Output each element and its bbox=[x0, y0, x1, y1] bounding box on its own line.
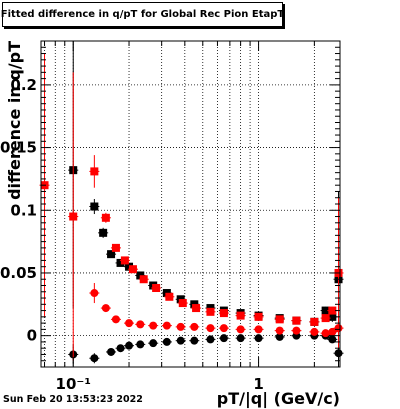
data-point-circle bbox=[236, 334, 245, 343]
data-point-square bbox=[206, 307, 215, 316]
series-2 bbox=[39, 53, 344, 361]
data-point-circle bbox=[125, 319, 134, 328]
data-point-square bbox=[69, 212, 78, 221]
data-point-circle bbox=[219, 334, 228, 343]
data-point-circle bbox=[111, 315, 120, 324]
data-point-circle bbox=[254, 325, 263, 334]
data-point-square bbox=[310, 317, 319, 326]
tick-labels: 0 0.05 0.1 0.15 0.2 10⁻¹ 1 bbox=[0, 76, 264, 393]
data-point-square bbox=[254, 312, 263, 321]
y-tick-label: 0 bbox=[27, 327, 37, 345]
data-point-circle bbox=[136, 340, 145, 349]
data-point-square bbox=[90, 167, 99, 176]
data-point-square bbox=[128, 265, 137, 274]
timestamp-footer: Sun Feb 20 13:53:23 2022 bbox=[3, 394, 143, 405]
y-tick-label: 0.1 bbox=[10, 201, 37, 219]
y-axis-label: difference in q/pT bbox=[5, 41, 24, 200]
y-tick-label: 0.05 bbox=[0, 264, 37, 282]
series-3 bbox=[89, 282, 344, 338]
data-point-square bbox=[236, 311, 245, 320]
x-tick-label: 1 bbox=[253, 375, 263, 393]
data-point-circle bbox=[275, 326, 284, 335]
series-1 bbox=[68, 328, 344, 367]
y-tick-label: 0.2 bbox=[10, 76, 37, 94]
data-point-circle bbox=[149, 321, 158, 330]
data-point-circle bbox=[176, 322, 185, 331]
data-point-circle bbox=[236, 325, 245, 334]
x-axis-label: pT/|q| (GeV/c) bbox=[217, 389, 340, 409]
axis-ticks bbox=[41, 41, 340, 367]
data-point-circle bbox=[176, 336, 185, 345]
data-point-circle bbox=[149, 339, 158, 348]
data-point-circle bbox=[328, 327, 337, 336]
data-point-circle bbox=[254, 334, 263, 343]
data-point-square bbox=[292, 316, 301, 325]
data-point-circle bbox=[116, 344, 125, 353]
data-point-square bbox=[328, 306, 337, 315]
y-tick-label: 0.15 bbox=[0, 139, 37, 157]
data-point-circle bbox=[219, 324, 228, 333]
data-point-circle bbox=[334, 349, 343, 358]
data-point-circle bbox=[162, 337, 171, 346]
data-point-square bbox=[178, 299, 187, 308]
data-point-circle bbox=[125, 341, 134, 350]
data-point-square bbox=[99, 228, 108, 237]
data-point-circle bbox=[206, 335, 215, 344]
data-point-circle bbox=[101, 304, 110, 313]
data-point-square bbox=[111, 243, 120, 252]
data-point-square bbox=[275, 315, 284, 324]
data-point-square bbox=[90, 202, 99, 211]
data-point-square bbox=[328, 312, 337, 321]
data-point-circle bbox=[136, 320, 145, 329]
data-point-circle bbox=[190, 322, 199, 331]
data-point-square bbox=[321, 306, 330, 315]
series-0 bbox=[68, 41, 344, 367]
data-point-square bbox=[152, 284, 161, 293]
data-point-square bbox=[192, 304, 201, 313]
data-points bbox=[39, 41, 344, 367]
chart-title: Fitted difference in q/pT for Global Rec… bbox=[1, 2, 284, 27]
data-point-circle bbox=[90, 354, 99, 363]
data-point-circle bbox=[107, 347, 116, 356]
data-point-square bbox=[116, 258, 125, 267]
data-point-circle bbox=[310, 327, 319, 336]
data-point-circle bbox=[321, 329, 330, 338]
data-point-square bbox=[139, 275, 148, 284]
data-point-circle bbox=[162, 321, 171, 330]
data-point-square bbox=[101, 213, 110, 222]
data-point-square bbox=[219, 309, 228, 318]
data-point-square bbox=[165, 292, 174, 301]
data-point-circle bbox=[334, 324, 343, 333]
data-point-circle bbox=[190, 336, 199, 345]
data-point-square bbox=[321, 314, 330, 323]
data-point-circle bbox=[90, 289, 99, 298]
data-point-square bbox=[107, 250, 116, 259]
data-point-circle bbox=[275, 332, 284, 341]
x-tick-label: 10⁻¹ bbox=[56, 375, 91, 393]
data-point-circle bbox=[328, 335, 337, 344]
data-point-square bbox=[120, 256, 129, 265]
data-point-circle bbox=[206, 324, 215, 333]
data-point-circle bbox=[292, 326, 301, 335]
